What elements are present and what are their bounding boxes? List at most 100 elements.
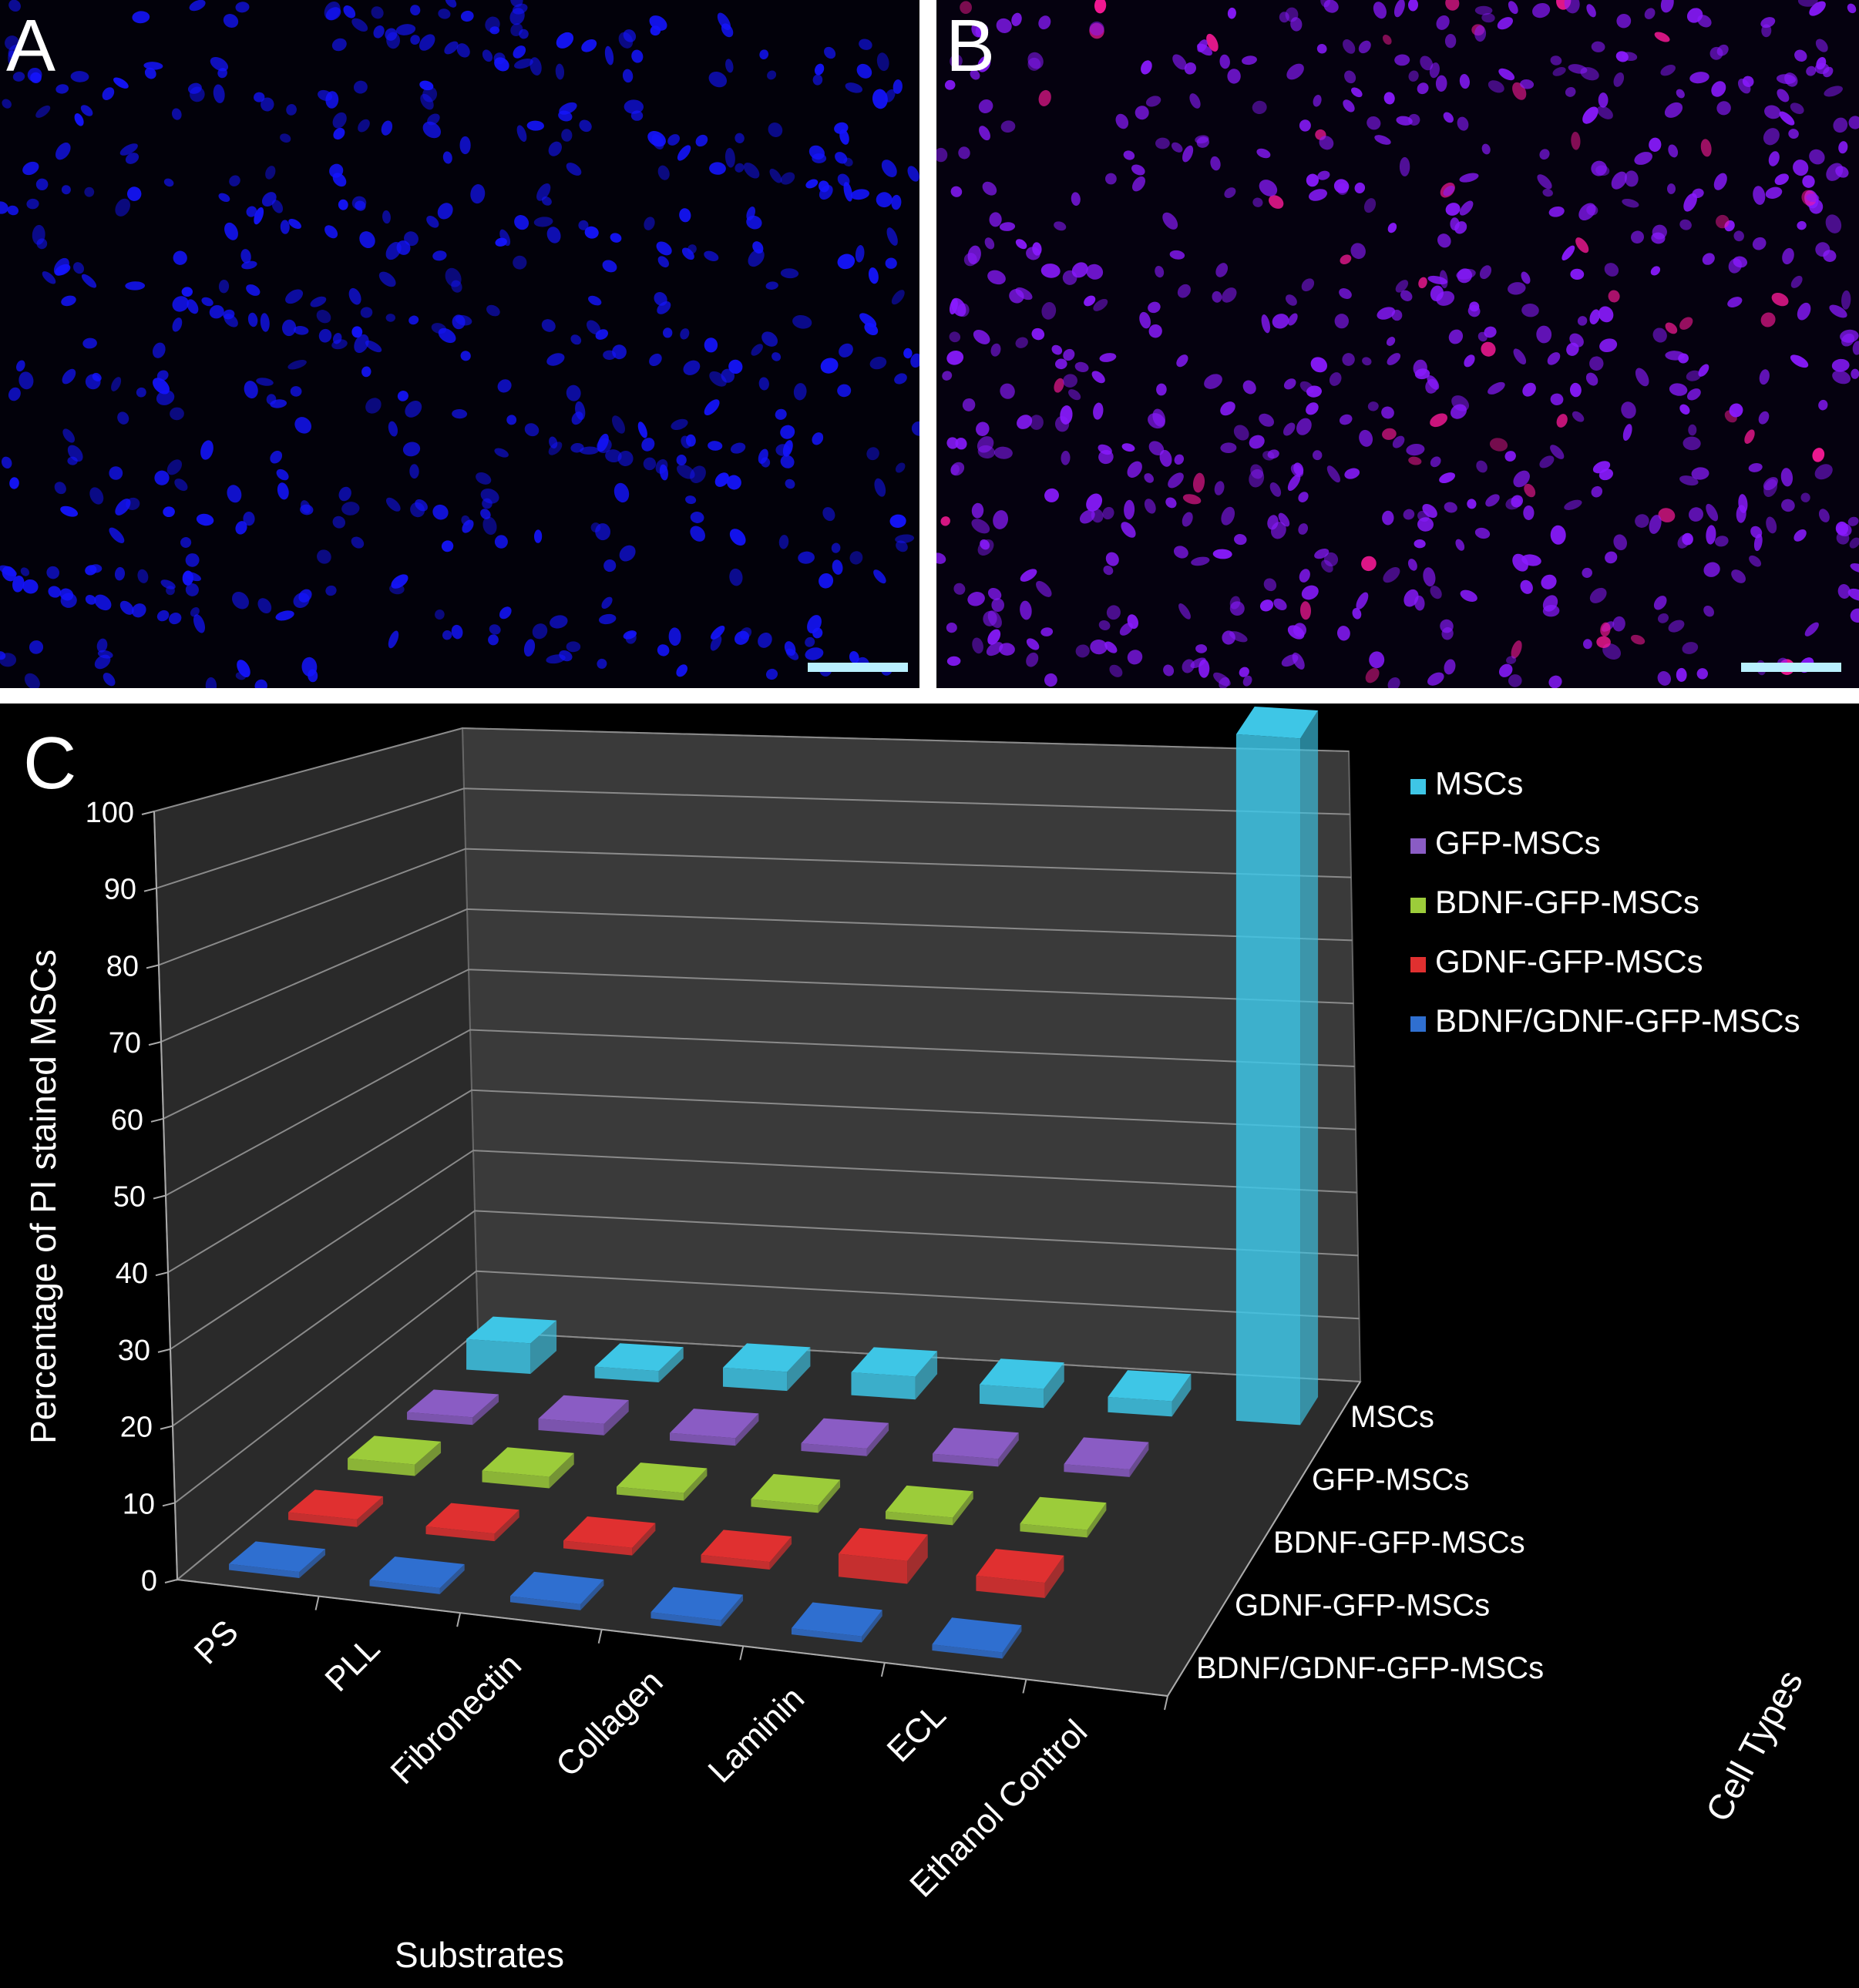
nucleus [102,87,115,100]
nucleus [172,296,189,312]
nucleus [1198,659,1210,678]
x-tick [880,1662,886,1677]
nucleus [595,523,611,541]
nucleus [1464,354,1475,368]
nucleus [772,352,782,361]
nucleus [1849,537,1859,549]
nucleus [513,45,526,59]
nucleus [1382,428,1397,440]
nucleus [820,358,839,374]
nucleus [1520,79,1535,89]
nucleus [1406,444,1425,456]
nucleus [1443,185,1455,196]
nucleus [1399,156,1410,176]
nucleus [1448,329,1464,344]
bar-front-face [538,1419,604,1436]
nucleus [1296,418,1312,435]
nucleus [1177,284,1191,298]
nucleus [1367,401,1379,411]
nucleus [1339,287,1352,300]
gridline [156,787,1350,889]
nucleus [1383,92,1395,105]
gridline [172,1210,1359,1427]
nucleus [1086,493,1103,512]
nucleus [0,653,17,667]
nucleus [229,175,240,186]
nucleus [1552,67,1566,76]
nucleus [1204,374,1222,389]
nucleus [843,182,853,202]
nucleus [1436,290,1455,306]
nucleus [1793,160,1809,176]
nucleus [1306,402,1319,415]
nucleus [338,486,351,502]
nucleus [1439,270,1448,289]
nucleus [819,573,834,589]
nucleus [189,0,206,12]
nucleus [1195,644,1208,653]
nucleus [1361,556,1377,572]
nucleus [1481,143,1491,155]
nucleus [814,63,825,76]
nucleus [1259,180,1278,196]
nucleus [1706,503,1719,522]
nucleus [136,387,146,398]
nucleus [975,24,989,38]
bar-front-face [976,1575,1045,1598]
nucleus [1436,15,1450,30]
nucleus [1484,326,1497,338]
nucleus [1310,357,1327,373]
nucleus [1679,404,1690,415]
nucleus [1090,639,1108,655]
nucleus [1148,441,1165,456]
nucleus [1377,307,1396,320]
nucleus [1242,55,1257,65]
nucleus [1063,348,1075,361]
nucleus [1156,383,1167,396]
nucleus [281,319,297,337]
nucleus [893,79,903,94]
nucleus [395,24,416,35]
nucleus [1850,563,1859,573]
nucleus [185,583,199,596]
nucleus [1706,525,1716,545]
nucleus [1227,69,1241,84]
nucleus [989,212,1002,227]
nucleus [460,351,471,361]
bar-top-face [425,1503,519,1534]
nucleus [1068,389,1081,401]
nucleus [1407,559,1417,571]
bar-top-face [288,1489,384,1520]
bar [510,1571,604,1610]
nucleus [153,378,170,395]
nucleus [1382,510,1394,526]
nucleus [1123,150,1135,160]
nucleus [42,271,56,284]
nucleus [910,353,919,368]
nucleus [1676,667,1687,682]
nucleus [137,569,149,583]
nucleus [676,664,687,677]
bar-side-face [1044,1362,1064,1409]
nucleus [1852,341,1859,355]
nucleus [1352,608,1362,620]
nucleus [1306,385,1322,398]
nucleus [1350,243,1366,260]
nucleus [1521,303,1539,317]
nucleus [125,153,140,164]
nucleus [404,231,419,247]
nucleus [246,206,257,217]
bar-side-face [721,1594,744,1627]
nucleus [570,442,584,453]
nucleus [1716,214,1730,229]
y-tick [148,1041,162,1046]
nucleus [1683,436,1701,451]
bar-front-face [594,1366,659,1383]
nucleus [1841,290,1851,310]
nucleus [408,315,419,325]
nucleus [1716,101,1731,116]
nucleus [385,497,401,512]
nucleus [277,482,289,500]
nucleus [1256,148,1271,159]
nucleus [156,390,175,405]
